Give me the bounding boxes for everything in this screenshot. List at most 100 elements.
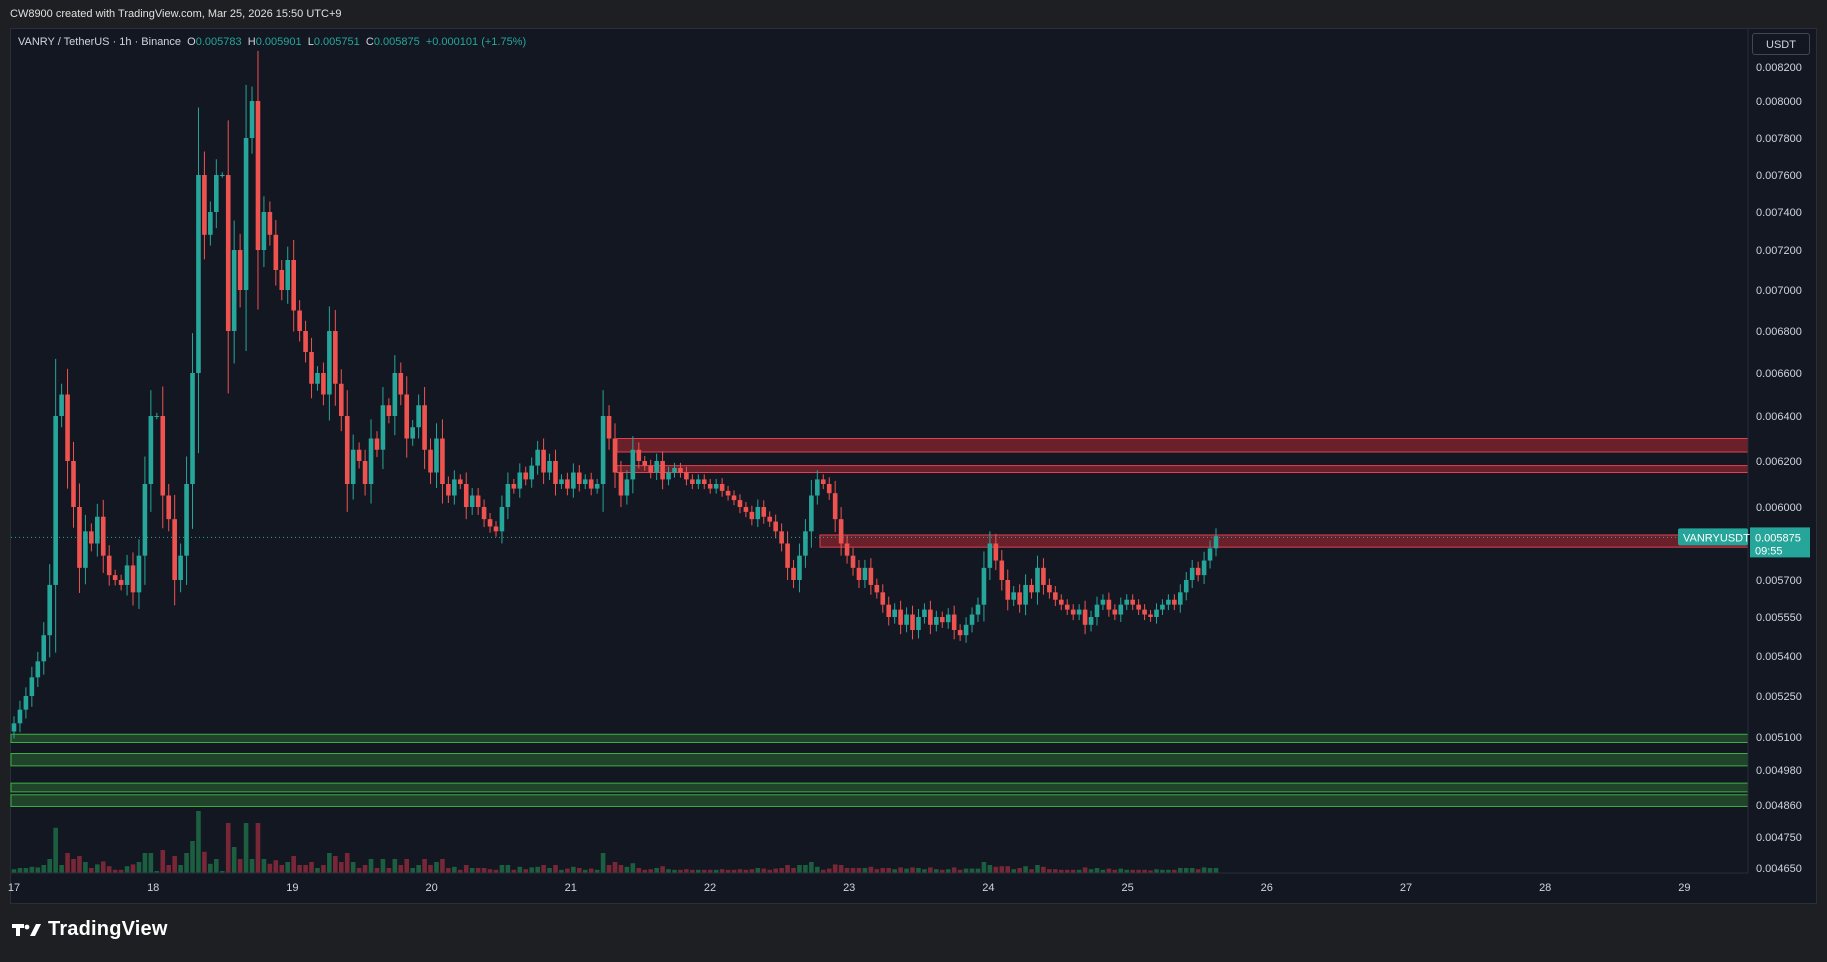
candle-body xyxy=(1183,580,1189,593)
volume-bar xyxy=(951,867,957,873)
candle-body xyxy=(1094,604,1100,617)
candle-body xyxy=(1082,609,1088,625)
volume-bar xyxy=(112,869,118,873)
candle-body xyxy=(529,465,534,480)
volume-bar xyxy=(374,868,380,873)
candle-body xyxy=(1124,599,1130,605)
candle-body xyxy=(267,212,273,235)
volume-bar xyxy=(291,856,296,873)
volume-bar xyxy=(576,868,582,873)
candle-body xyxy=(588,479,594,489)
volume-bar xyxy=(642,869,648,873)
candle-body xyxy=(600,416,606,484)
volume-bar xyxy=(100,861,106,873)
volume-bar xyxy=(1070,869,1076,873)
volume-bar xyxy=(59,865,64,873)
candle-body xyxy=(368,438,374,484)
candle-body xyxy=(684,472,689,480)
volume-bar xyxy=(1100,869,1106,873)
price-tick-label: 0.005550 xyxy=(1756,612,1802,624)
resistance-zone xyxy=(616,438,1749,453)
volume-bar xyxy=(779,868,784,873)
candle-body xyxy=(83,531,88,568)
candle-body xyxy=(23,696,29,710)
high-value: 0.005901 xyxy=(255,36,302,48)
candle-body xyxy=(231,250,237,331)
candle-body xyxy=(838,519,844,544)
candle-body xyxy=(499,507,505,532)
candle-body xyxy=(184,484,189,556)
volume-bar xyxy=(315,868,320,873)
volume-bar xyxy=(237,859,243,873)
volume-bar xyxy=(130,864,136,873)
candle-body xyxy=(1130,599,1135,605)
volume-bar xyxy=(446,868,451,873)
volume-bar xyxy=(422,859,427,873)
price-tick-label: 0.008000 xyxy=(1756,96,1802,108)
candle-body xyxy=(434,438,439,473)
volume-bar xyxy=(809,862,814,873)
candle-body xyxy=(160,416,166,496)
candle-body xyxy=(261,212,267,250)
volume-bar xyxy=(898,867,903,873)
volume-bar xyxy=(404,859,410,873)
candle-body xyxy=(392,373,398,416)
candle-body xyxy=(1106,599,1112,610)
candle-body xyxy=(172,519,177,580)
time-tick-label: 26 xyxy=(1261,882,1273,894)
candle-body xyxy=(1029,584,1034,593)
candle-body xyxy=(666,472,671,480)
brand-logo[interactable]: TradingView xyxy=(12,918,168,941)
candle-body xyxy=(999,560,1005,580)
candle-body xyxy=(118,580,124,585)
candle-body xyxy=(452,479,457,496)
candle-body xyxy=(1058,599,1064,605)
volume-bar xyxy=(190,841,195,873)
candle-body xyxy=(618,472,624,496)
volume-bar xyxy=(1148,870,1153,873)
volume-bar xyxy=(1064,869,1070,873)
volume-bar xyxy=(1189,868,1195,873)
candle-body xyxy=(850,555,856,568)
candle-body xyxy=(17,709,23,724)
volume-bar xyxy=(11,869,17,873)
candle-body xyxy=(380,405,386,450)
currency-selector[interactable]: USDT xyxy=(1752,33,1810,55)
volume-bar xyxy=(916,868,921,873)
volume-bar xyxy=(803,865,808,873)
candle-body xyxy=(469,495,475,507)
volume-bar xyxy=(505,865,511,873)
volume-bar xyxy=(1195,869,1201,873)
volume-bar xyxy=(892,869,897,873)
candle-body xyxy=(874,584,880,593)
candle-body xyxy=(541,449,546,473)
volume-bar xyxy=(553,865,558,873)
candle-body xyxy=(981,567,987,605)
candle-body xyxy=(166,495,172,520)
candle-body xyxy=(832,493,838,520)
footer xyxy=(0,904,1827,962)
volume-bar xyxy=(571,866,576,873)
support-zone xyxy=(10,794,1749,807)
candle-body xyxy=(624,479,630,496)
candlestick-chart[interactable]: 0.008200 0.008000 0.007800 0.007600 0.007400… xyxy=(0,0,1827,904)
volume-bar xyxy=(338,862,344,873)
candle-body xyxy=(654,461,659,473)
candle-body xyxy=(642,461,648,466)
candle-body xyxy=(344,416,350,484)
volume-bar xyxy=(297,865,302,873)
volume-bar xyxy=(719,869,725,873)
volume-bar xyxy=(945,869,951,873)
volume-bar xyxy=(469,868,475,873)
candles xyxy=(11,50,1219,739)
candle-body xyxy=(898,609,903,625)
volume-bar xyxy=(1011,869,1016,873)
candle-body xyxy=(475,495,481,507)
candle-body xyxy=(606,416,612,439)
volume-bar xyxy=(475,868,481,873)
volume-bar xyxy=(838,865,844,873)
candle-body xyxy=(820,479,826,484)
candle-body xyxy=(1207,548,1213,561)
candle-body xyxy=(178,555,183,580)
candle-body xyxy=(309,352,314,384)
